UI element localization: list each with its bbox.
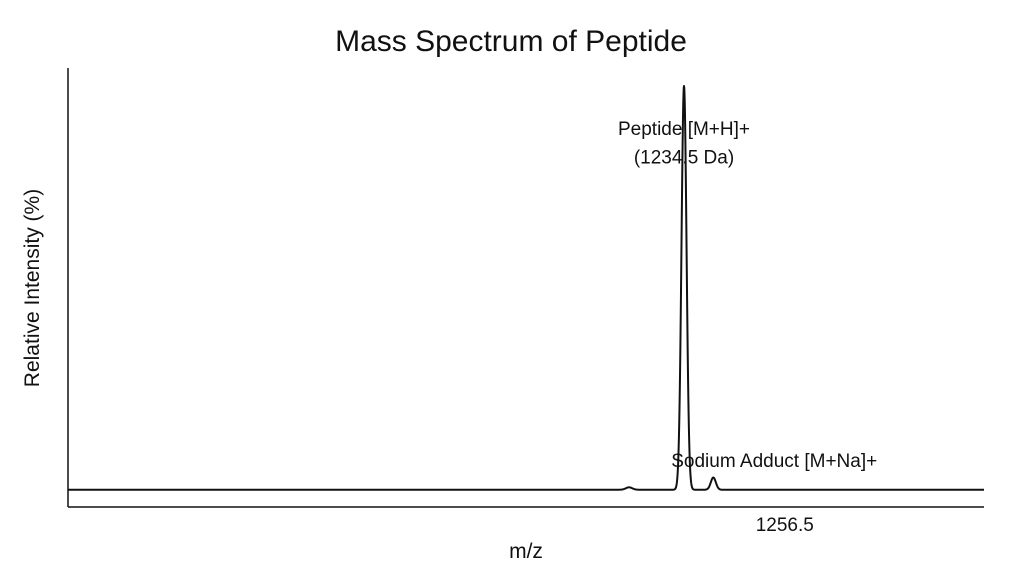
- spectrum-line: [67, 85, 985, 491]
- x-tick-label: 1256.5: [756, 515, 814, 536]
- peak-annotation: Sodium Adduct [M+Na]+: [671, 451, 877, 472]
- chart-title: Mass Spectrum of Peptide: [335, 25, 687, 58]
- x-axis-label: m/z: [509, 540, 543, 563]
- peak-annotation: Peptide [M+H]+: [618, 119, 750, 140]
- x-tick-labels: 1256.5: [756, 515, 814, 536]
- peak-annotation: (1234.5 Da): [634, 147, 734, 168]
- peak-annotations: Peptide [M+H]+ (1234.5 Da) Sodium Adduct […: [618, 119, 877, 472]
- y-axis-label: Relative Intensity (%): [21, 189, 44, 387]
